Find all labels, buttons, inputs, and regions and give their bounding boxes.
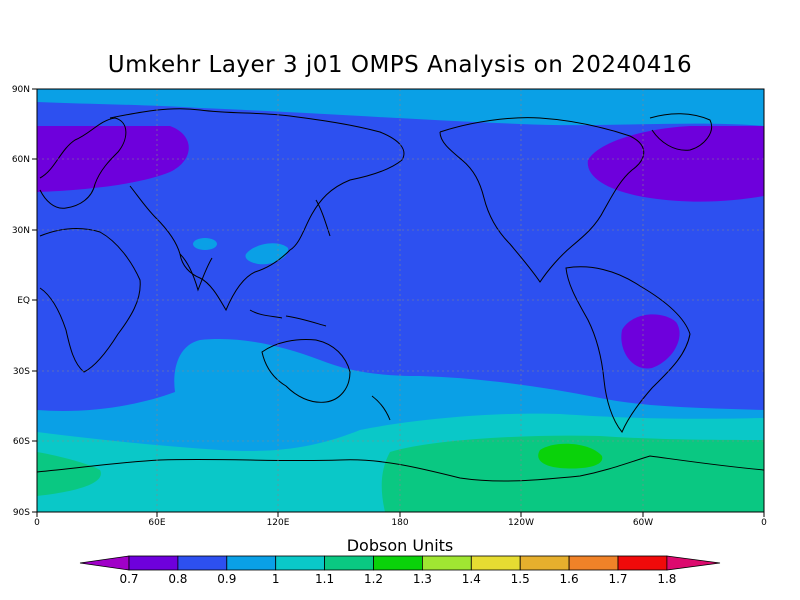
lat-tick-1: 60N [12, 155, 30, 165]
coastlines [37, 108, 764, 482]
colorbar-segment [324, 555, 374, 571]
patch-china [245, 243, 289, 265]
colorbar-label: 1.4 [461, 572, 481, 586]
colorbar-label: 1.6 [559, 572, 579, 586]
low-atlantic [587, 126, 764, 202]
lat-tick-5: 60S [13, 437, 30, 447]
colorbar-label: 0.9 [217, 572, 237, 586]
patch-india [193, 238, 217, 250]
lat-tick-0: 90N [12, 85, 30, 95]
colorbar-label: 1.1 [315, 572, 335, 586]
colorbar-label: 1 [271, 572, 280, 586]
lon-tick-2: 120E [267, 518, 290, 528]
graticule [37, 89, 764, 512]
colorbar-label: 1.5 [510, 572, 530, 586]
high-spot-1.2 [538, 443, 603, 469]
lat-tick-4: 30S [13, 367, 30, 377]
colorbar-label: 0.7 [119, 572, 139, 586]
lon-tick-5: 60W [633, 518, 653, 528]
colorbar-segment [128, 555, 179, 571]
low-south-america [621, 314, 680, 369]
lon-tick-3: 180 [391, 518, 408, 528]
colorbar-label: 1.8 [657, 572, 677, 586]
lon-tick-6: 0 [761, 518, 767, 528]
lat-tick-3: EQ [17, 296, 30, 306]
colorbar-title: Dobson Units [346, 536, 454, 555]
colorbar-segment [568, 555, 619, 571]
lat-tick-2: 30N [12, 226, 30, 236]
contour-fill [37, 89, 764, 512]
lon-tick-labels: 0 60E 120E 180 120W 60W 0 [34, 518, 767, 528]
colorbar-segment [177, 555, 228, 571]
colorbar-segment [373, 555, 423, 571]
colorbar-label: 1.2 [363, 572, 384, 586]
colorbar-segment [421, 555, 472, 571]
south-band-1.1b [381, 435, 764, 512]
colorbar-segment [666, 555, 721, 571]
colorbar-segment [470, 555, 521, 571]
colorbar-segment [226, 555, 277, 571]
lon-tick-4: 120W [508, 518, 534, 528]
lat-tick-6: 90S [13, 508, 30, 518]
south-band-1.1 [37, 452, 101, 496]
lon-tick-0: 0 [34, 518, 40, 528]
lat-tick-labels: 90N 60N 30N EQ 30S 60S 90S [12, 85, 30, 518]
colorbar-label: 1.7 [608, 572, 628, 586]
lon-tick-1: 60E [148, 518, 165, 528]
colorbar-segment [617, 555, 668, 571]
colorbar-segment [519, 555, 570, 571]
tick-marks [32, 88, 765, 517]
colorbar-label: 1.3 [412, 572, 432, 586]
map-title: Umkehr Layer 3 j01 OMPS Analysis on 2024… [107, 52, 693, 78]
colorbar [79, 555, 721, 571]
colorbar-label: 0.8 [168, 572, 188, 586]
colorbar-segment [79, 555, 130, 571]
north-band [37, 89, 764, 126]
colorbar-segment [275, 555, 326, 571]
